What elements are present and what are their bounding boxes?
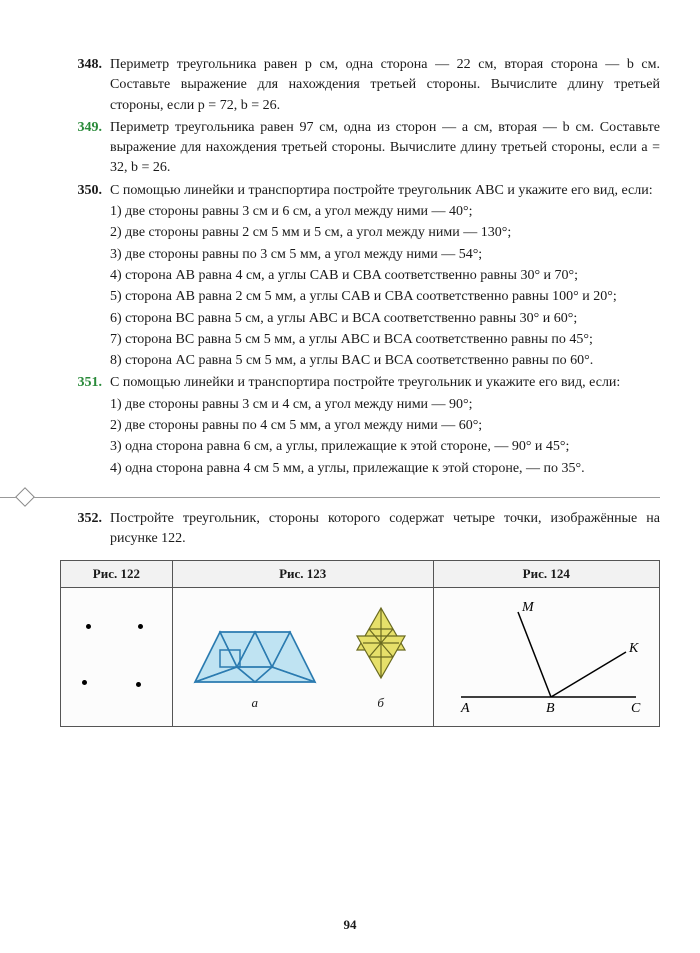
problem-text: Периметр треугольника равен p см, одна с… xyxy=(110,55,660,116)
problem-351: 351. С помощью линейки и транспортира по… xyxy=(60,373,660,478)
problem-number: 348. xyxy=(60,55,110,116)
fig-123b: б xyxy=(341,602,421,713)
fig-123-cell: а xyxy=(172,588,433,727)
star-icon xyxy=(341,602,421,692)
problem-text: Периметр треугольника равен 97 см, одна … xyxy=(110,118,660,179)
fig-header: Рис. 122 xyxy=(61,560,173,588)
problem-text: Постройте треугольник, стороны которого … xyxy=(110,509,660,550)
problem-subitem: 3) одна сторона равна 6 см, а углы, прил… xyxy=(110,437,660,457)
problem-body: С помощью линейки и транспортира построй… xyxy=(110,181,660,372)
fig-sublabel: б xyxy=(341,694,421,713)
angle-diagram: A B C M K xyxy=(446,597,646,717)
problem-349: 349. Периметр треугольника равен 97 см, … xyxy=(60,118,660,179)
point-label: B xyxy=(546,701,555,716)
problem-subitem: 6) сторона BC равна 5 см, а углы ABC и B… xyxy=(110,309,660,329)
problem-number: 349. xyxy=(60,118,110,179)
problem-subitem: 2) две стороны равны по 4 см 5 мм, а уго… xyxy=(110,416,660,436)
point-label: A xyxy=(460,701,470,716)
problem-subitem: 2) две стороны равны 2 см 5 мм и 5 см, а… xyxy=(110,223,660,243)
point-label: K xyxy=(628,641,639,656)
point-label: C xyxy=(631,701,641,716)
problem-intro: С помощью линейки и транспортира построй… xyxy=(110,183,653,198)
figures-table: Рис. 122 Рис. 123 Рис. 124 xyxy=(60,560,660,728)
point-label: M xyxy=(521,600,535,615)
problem-352: 352. Постройте треугольник, стороны кото… xyxy=(60,509,660,550)
page-number: 94 xyxy=(0,916,700,935)
problem-body: С помощью линейки и транспортира построй… xyxy=(110,373,660,478)
problem-number: 351. xyxy=(60,373,110,478)
problem-intro: С помощью линейки и транспортира построй… xyxy=(110,375,620,390)
trapezoid-icon xyxy=(185,602,325,692)
problem-subitem: 7) сторона BC равна 5 см 5 мм, а углы AB… xyxy=(110,330,660,350)
dot xyxy=(82,680,87,685)
problem-number: 350. xyxy=(60,181,110,372)
fig-header: Рис. 123 xyxy=(172,560,433,588)
dot xyxy=(138,624,143,629)
diamond-icon xyxy=(15,487,35,507)
problem-subitem: 4) одна сторона равна 4 см 5 мм, а углы,… xyxy=(110,459,660,479)
fig-sublabel: а xyxy=(185,694,325,713)
fig-123a: а xyxy=(185,602,325,713)
fig-header: Рис. 124 xyxy=(433,560,659,588)
dot xyxy=(86,624,91,629)
divider-line xyxy=(0,497,660,498)
fig-124-cell: A B C M K xyxy=(433,588,659,727)
problem-subitem: 8) сторона AC равна 5 см 5 мм, а углы BA… xyxy=(110,351,660,371)
problem-subitem: 4) сторона AB равна 4 см, а углы CAB и C… xyxy=(110,266,660,286)
problem-subitem: 1) две стороны равны 3 см и 6 см, а угол… xyxy=(110,202,660,222)
problem-350: 350. С помощью линейки и транспортира по… xyxy=(60,181,660,372)
dot xyxy=(136,682,141,687)
problem-subitem: 5) сторона AB равна 2 см 5 мм, а углы CA… xyxy=(110,287,660,307)
four-dots xyxy=(76,612,156,702)
section-divider xyxy=(0,487,660,505)
textbook-page: 348. Периметр треугольника равен p см, о… xyxy=(0,0,700,953)
fig-122-cell xyxy=(61,588,173,727)
problem-number: 352. xyxy=(60,509,110,550)
problem-subitem: 3) две стороны равны по 3 см 5 мм, а уго… xyxy=(110,245,660,265)
problem-348: 348. Периметр треугольника равен p см, о… xyxy=(60,55,660,116)
problem-subitem: 1) две стороны равны 3 см и 4 см, а угол… xyxy=(110,395,660,415)
